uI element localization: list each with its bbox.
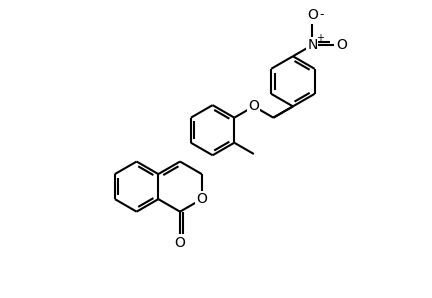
Text: O: O [196,192,207,206]
Text: N: N [307,38,318,52]
Text: O: O [307,8,318,22]
Text: O: O [175,236,185,250]
Text: O: O [248,100,259,113]
Text: O: O [336,38,347,52]
Text: +: + [315,33,324,43]
Text: -: - [319,8,324,21]
